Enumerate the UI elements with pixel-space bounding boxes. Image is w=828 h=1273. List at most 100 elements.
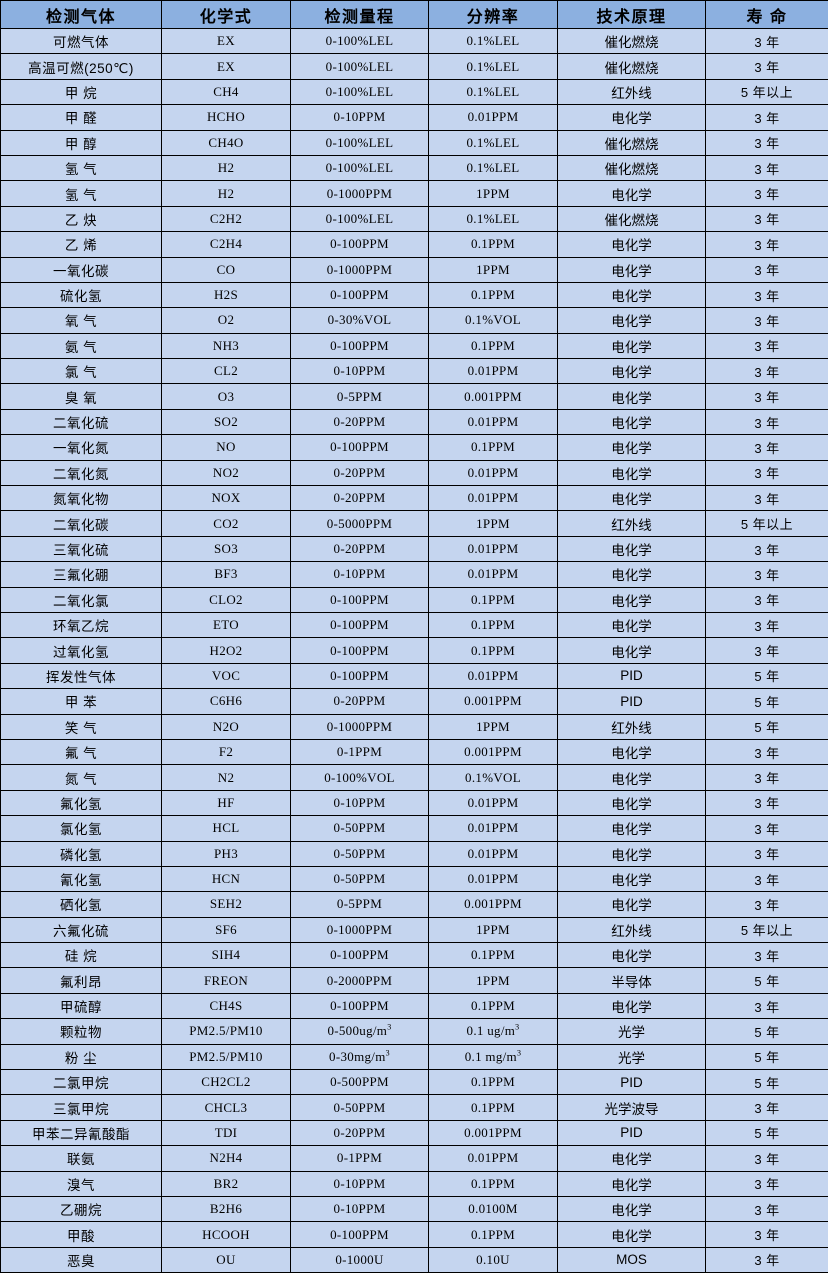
cell-formula: O3 <box>162 384 291 409</box>
cell-lifespan: 3 年 <box>706 892 828 917</box>
column-header-resolution: 分辨率 <box>429 1 558 29</box>
cell-technology: 电化学 <box>558 638 706 663</box>
cell-gas-name: 氟化氢 <box>1 790 162 815</box>
cell-lifespan: 3 年 <box>706 308 828 333</box>
cell-gas-name: 氢 气 <box>1 181 162 206</box>
cell-range: 0-20PPM <box>291 689 429 714</box>
cell-lifespan: 3 年 <box>706 409 828 434</box>
cell-technology: 半导体 <box>558 968 706 993</box>
cell-range: 0-100PPM <box>291 333 429 358</box>
cell-gas-name: 氰化氢 <box>1 866 162 891</box>
cell-resolution: 0.1%VOL <box>429 765 558 790</box>
cell-gas-name: 硅 烷 <box>1 943 162 968</box>
cell-formula: HCOOH <box>162 1222 291 1247</box>
cell-lifespan: 3 年 <box>706 612 828 637</box>
cell-formula: PM2.5/PM10 <box>162 1044 291 1069</box>
cell-formula: SF6 <box>162 917 291 942</box>
cell-formula: SIH4 <box>162 943 291 968</box>
cell-gas-name: 二氧化氮 <box>1 460 162 485</box>
column-header-formula: 化学式 <box>162 1 291 29</box>
cell-technology: 光学波导 <box>558 1095 706 1120</box>
cell-resolution: 0.01PPM <box>429 460 558 485</box>
cell-lifespan: 3 年 <box>706 587 828 612</box>
cell-formula: PM2.5/PM10 <box>162 1019 291 1044</box>
cell-lifespan: 3 年 <box>706 232 828 257</box>
cell-range: 0-2000PPM <box>291 968 429 993</box>
cell-technology: 电化学 <box>558 308 706 333</box>
cell-lifespan: 3 年 <box>706 105 828 130</box>
superscript-three: 3 <box>386 1048 390 1057</box>
cell-range: 0-5000PPM <box>291 511 429 536</box>
cell-range: 0-10PPM <box>291 790 429 815</box>
cell-formula: CH4S <box>162 993 291 1018</box>
cell-range: 0-20PPM <box>291 1120 429 1145</box>
cell-range: 0-50PPM <box>291 816 429 841</box>
cell-lifespan: 5 年 <box>706 689 828 714</box>
cell-technology: 电化学 <box>558 409 706 434</box>
cell-resolution: 0.1PPM <box>429 1070 558 1095</box>
cell-range: 0-20PPM <box>291 536 429 561</box>
cell-gas-name: 氮氧化物 <box>1 486 162 511</box>
cell-resolution: 0.01PPM <box>429 866 558 891</box>
cell-resolution: 0.10U <box>429 1247 558 1272</box>
cell-range: 0-1000PPM <box>291 257 429 282</box>
cell-gas-name: 甲 苯 <box>1 689 162 714</box>
cell-technology: 催化燃烧 <box>558 130 706 155</box>
cell-lifespan: 3 年 <box>706 257 828 282</box>
cell-formula: H2O2 <box>162 638 291 663</box>
cell-formula: BR2 <box>162 1171 291 1196</box>
cell-lifespan: 3 年 <box>706 460 828 485</box>
cell-technology: 电化学 <box>558 841 706 866</box>
cell-resolution: 0.01PPM <box>429 486 558 511</box>
cell-resolution: 0.01PPM <box>429 409 558 434</box>
cell-lifespan: 3 年 <box>706 943 828 968</box>
cell-range: 0-100%LEL <box>291 29 429 54</box>
cell-gas-name: 臭 氧 <box>1 384 162 409</box>
cell-lifespan: 5 年 <box>706 968 828 993</box>
cell-range: 0-100PPM <box>291 282 429 307</box>
cell-resolution: 0.01PPM <box>429 816 558 841</box>
cell-technology: 催化燃烧 <box>558 54 706 79</box>
cell-resolution: 0.1PPM <box>429 232 558 257</box>
cell-lifespan: 5 年 <box>706 1044 828 1069</box>
cell-technology: 电化学 <box>558 486 706 511</box>
cell-gas-name: 过氧化氢 <box>1 638 162 663</box>
cell-formula: CL2 <box>162 359 291 384</box>
cell-resolution: 0.0100M <box>429 1196 558 1221</box>
cell-resolution: 1PPM <box>429 181 558 206</box>
cell-gas-name: 恶臭 <box>1 1247 162 1272</box>
cell-range: 0-1PPM <box>291 1146 429 1171</box>
header-row: 检测气体 化学式 检测量程 分辨率 技术原理 寿 命 <box>1 1 828 29</box>
cell-resolution: 0.001PPM <box>429 739 558 764</box>
cell-formula: H2 <box>162 155 291 180</box>
cell-lifespan: 3 年 <box>706 841 828 866</box>
cell-resolution: 0.1PPM <box>429 282 558 307</box>
cell-formula: HCN <box>162 866 291 891</box>
cell-gas-name: 甲酸 <box>1 1222 162 1247</box>
cell-gas-name: 氢 气 <box>1 155 162 180</box>
cell-resolution: 0.1PPM <box>429 1222 558 1247</box>
cell-formula: HF <box>162 790 291 815</box>
column-header-gas: 检测气体 <box>1 1 162 29</box>
cell-gas-name: 甲 醛 <box>1 105 162 130</box>
cell-resolution: 0.1PPM <box>429 435 558 460</box>
cell-resolution: 0.1%LEL <box>429 54 558 79</box>
cell-formula: CH4 <box>162 79 291 104</box>
cell-range: 0-30mg/m3 <box>291 1044 429 1069</box>
cell-gas-name: 乙硼烷 <box>1 1196 162 1221</box>
cell-formula: NO <box>162 435 291 460</box>
cell-gas-name: 硫化氢 <box>1 282 162 307</box>
